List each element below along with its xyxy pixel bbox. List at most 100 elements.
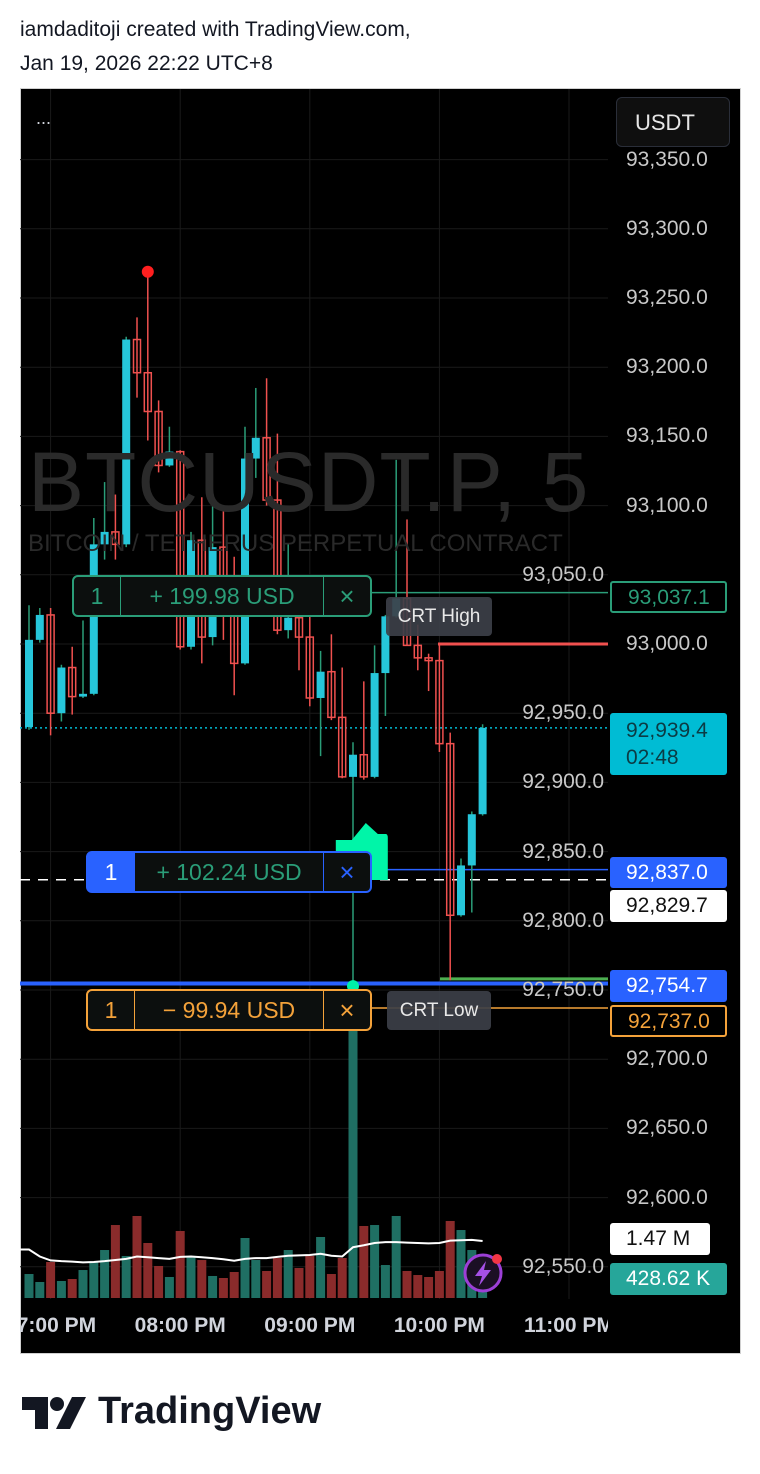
volume-bar [154, 1265, 164, 1298]
volume-bar [35, 1281, 45, 1298]
candle-body [251, 437, 260, 459]
time-tick-label: 07:00 PM [20, 1314, 97, 1337]
order-qty[interactable]: 1 [88, 991, 135, 1029]
volume-bar [208, 1275, 218, 1298]
candle-body [327, 670, 336, 719]
volume-bars [20, 998, 488, 1298]
attribution-text: iamdaditoji created with TradingView.com… [20, 18, 411, 41]
price-tick-label: 92,800.0 [522, 908, 604, 932]
take-profit-order[interactable]: 1 + 199.98 USD × [72, 575, 372, 617]
candle-body [132, 338, 142, 374]
price-tick-label: 92,750.0 [522, 978, 604, 1001]
volume-bar [229, 1271, 239, 1298]
price-tick-label: 93,050.0 [522, 562, 604, 586]
candle-body [359, 753, 369, 778]
volume-bar [348, 998, 358, 1298]
volume-bar [456, 1230, 466, 1298]
entry-price-badge: 92,837.0 [610, 857, 727, 888]
watermark-symbol: BTCUSDT.P, 5 [28, 440, 590, 524]
volume-bar [218, 1278, 228, 1298]
order-pnl: + 199.98 USD [121, 577, 324, 615]
crt-high-label: CRT High [386, 597, 492, 636]
stop-loss-price-badge: 92,737.0 [610, 1005, 727, 1037]
candle-body [25, 639, 33, 728]
volume-bar [337, 1258, 347, 1298]
volume-bar [24, 1274, 34, 1298]
candle-body [67, 666, 77, 698]
price-tick-label: 93,100.0 [626, 493, 708, 517]
candle-body [79, 693, 87, 697]
candle-body [424, 657, 433, 662]
take-profit-price-badge: 93,037.1 [610, 581, 727, 613]
time-axis[interactable]: 07:00 PM 08:00 PM 09:00 PM 10:00 PM 11:00 PM [20, 0, 608, 1474]
order-pnl: − 99.94 USD [135, 991, 324, 1029]
currency-button[interactable]: USDT [616, 97, 730, 147]
price-tick-label: 92,600.0 [626, 1185, 708, 1209]
price-tick-label: 92,900.0 [522, 770, 604, 794]
price-tick-label: 92,650.0 [626, 1116, 708, 1140]
order-qty[interactable]: 1 [74, 577, 121, 615]
high-dot-marker [141, 265, 154, 278]
volume-bar [434, 1270, 444, 1298]
candle-body [122, 339, 131, 545]
lightning-icon[interactable] [460, 1250, 508, 1296]
volume-ma-badge: 1.47 M [610, 1223, 710, 1255]
volume-bar [164, 1276, 174, 1298]
stop-loss-order[interactable]: 1 − 99.94 USD × [86, 989, 372, 1031]
volume-bar [294, 1268, 304, 1298]
volume-bar [305, 1255, 315, 1298]
close-icon[interactable]: × [339, 580, 355, 611]
tradingview-logo-icon [22, 1397, 86, 1429]
volume-bar [251, 1260, 261, 1298]
volume-bar [424, 1276, 434, 1298]
price-tick-label: 92,550.0 [522, 1254, 604, 1278]
tradingview-brand: TradingView [98, 1390, 322, 1432]
crosshair-price-badge: 92,829.7 [610, 890, 727, 922]
time-tick-label: 10:00 PM [393, 1314, 485, 1337]
candle-body [316, 671, 325, 698]
last-price: 92,939.4 [626, 719, 708, 742]
order-qty[interactable]: 1 [88, 853, 135, 891]
candle-body [100, 531, 109, 545]
time-tick-label: 11:00 PM [524, 1314, 608, 1337]
price-tick-label: 93,150.0 [626, 424, 708, 448]
volume-bar [272, 1258, 282, 1298]
price-tick-label: 92,700.0 [626, 1047, 708, 1071]
candle-body [349, 754, 357, 777]
candle-body [445, 742, 455, 917]
candle-body [165, 451, 174, 466]
candle-body [284, 617, 293, 631]
bar-countdown: 02:48 [626, 746, 679, 769]
price-tick-label: 92,850.0 [522, 839, 604, 863]
candle-body [57, 667, 66, 714]
candle-body [294, 616, 304, 638]
volume-bar [402, 1270, 412, 1298]
candle-body [305, 636, 315, 699]
time-tick-label: 08:00 PM [134, 1314, 226, 1337]
volume-bar [262, 1270, 272, 1298]
timestamp-text: Jan 19, 2026 22:22 UTC+8 [20, 52, 273, 75]
volume-bar [110, 1225, 120, 1298]
candle-body [413, 644, 423, 659]
candle-body [273, 499, 282, 631]
price-tick-label: 92,950.0 [522, 701, 604, 725]
candle-body [143, 371, 153, 413]
watermark-description: BITCOIN / TETHERUS PERPETUAL CONTRACT [28, 530, 563, 557]
candle-body [457, 865, 465, 916]
candle-body [381, 616, 390, 674]
more-options-button[interactable]: ... [36, 108, 52, 128]
entry-order[interactable]: 1 + 102.24 USD × [86, 851, 372, 893]
volume-bar [175, 1230, 185, 1298]
volume-bar [46, 1261, 56, 1298]
candle-body [46, 614, 55, 714]
close-icon[interactable]: × [339, 856, 355, 887]
volume-bar [326, 1274, 336, 1298]
price-tick-label: 93,000.0 [626, 632, 708, 655]
line-price-badge: 92,754.7 [610, 970, 727, 1002]
order-pnl: + 102.24 USD [135, 853, 324, 891]
price-lines [20, 591, 608, 1009]
close-icon[interactable]: × [339, 994, 355, 1025]
candle-body [241, 458, 249, 664]
price-tick-label: 93,250.0 [626, 286, 708, 309]
volume-bar [359, 1225, 369, 1298]
